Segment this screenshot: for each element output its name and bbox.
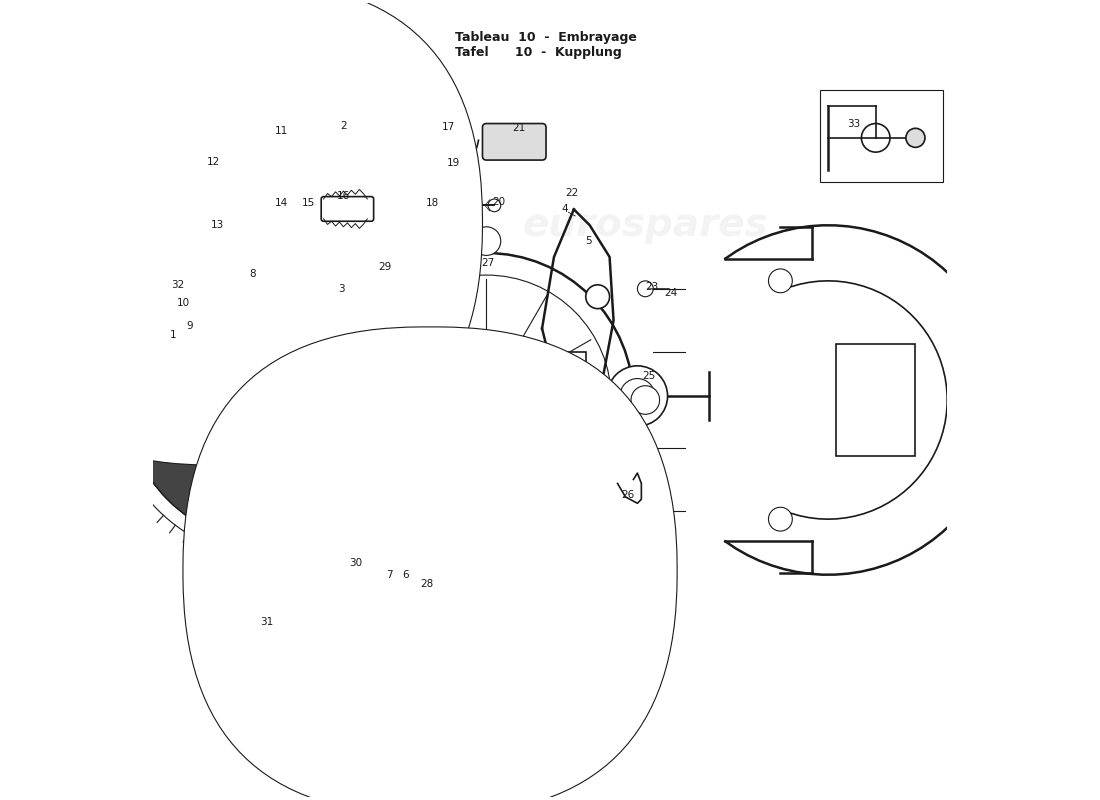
Text: 28: 28 bbox=[420, 579, 433, 590]
Bar bbox=[327, 334, 359, 354]
Bar bbox=[327, 438, 359, 458]
Text: 9: 9 bbox=[187, 321, 194, 331]
Circle shape bbox=[472, 545, 500, 573]
Wedge shape bbox=[349, 400, 625, 547]
Text: 3: 3 bbox=[338, 284, 344, 294]
Text: eurospares: eurospares bbox=[180, 206, 427, 244]
Text: 17: 17 bbox=[442, 122, 455, 132]
Circle shape bbox=[308, 203, 323, 219]
Circle shape bbox=[265, 616, 275, 626]
Circle shape bbox=[123, 239, 429, 545]
Text: eurospares: eurospares bbox=[522, 206, 768, 244]
Circle shape bbox=[472, 227, 500, 255]
Text: 6: 6 bbox=[403, 570, 409, 580]
Text: Table    10  -  Clutch: Table 10 - Clutch bbox=[177, 46, 316, 59]
Text: 7: 7 bbox=[386, 570, 393, 580]
Circle shape bbox=[256, 372, 296, 412]
Circle shape bbox=[351, 352, 439, 440]
FancyBboxPatch shape bbox=[483, 123, 546, 160]
Circle shape bbox=[392, 562, 411, 580]
Text: 4: 4 bbox=[561, 204, 568, 214]
Text: 26: 26 bbox=[621, 490, 635, 500]
Circle shape bbox=[249, 249, 542, 543]
Circle shape bbox=[340, 253, 634, 547]
Text: Tableau  10  -  Embrayage: Tableau 10 - Embrayage bbox=[454, 30, 637, 43]
Circle shape bbox=[631, 386, 660, 414]
FancyBboxPatch shape bbox=[183, 327, 678, 800]
Circle shape bbox=[283, 202, 301, 221]
FancyBboxPatch shape bbox=[321, 197, 374, 222]
Text: 2: 2 bbox=[340, 121, 346, 131]
Circle shape bbox=[586, 285, 609, 309]
Text: 25: 25 bbox=[642, 371, 656, 381]
Circle shape bbox=[906, 128, 925, 147]
Circle shape bbox=[637, 281, 653, 297]
Text: 13: 13 bbox=[211, 220, 224, 230]
Text: 20: 20 bbox=[492, 197, 505, 207]
FancyBboxPatch shape bbox=[184, 328, 209, 339]
Circle shape bbox=[386, 565, 399, 577]
Wedge shape bbox=[133, 392, 302, 545]
Text: 29: 29 bbox=[378, 262, 392, 271]
Bar bbox=[821, 90, 944, 182]
Text: 15: 15 bbox=[301, 198, 315, 208]
Circle shape bbox=[449, 494, 462, 506]
Text: 23: 23 bbox=[645, 282, 658, 292]
Text: 16: 16 bbox=[337, 191, 350, 201]
FancyBboxPatch shape bbox=[0, 0, 483, 465]
Circle shape bbox=[268, 390, 280, 402]
Bar bbox=[431, 334, 463, 354]
Circle shape bbox=[769, 507, 792, 531]
Text: 18: 18 bbox=[426, 198, 439, 208]
Text: 5: 5 bbox=[585, 236, 592, 246]
Circle shape bbox=[295, 296, 495, 496]
Text: 22: 22 bbox=[565, 189, 579, 198]
Circle shape bbox=[503, 368, 565, 432]
Text: 8: 8 bbox=[249, 270, 255, 279]
Text: Tavola  10  -  Frizione: Tavola 10 - Frizione bbox=[177, 30, 326, 43]
Text: 19: 19 bbox=[447, 158, 460, 168]
Circle shape bbox=[449, 286, 462, 298]
Text: 31: 31 bbox=[260, 618, 273, 627]
Circle shape bbox=[769, 269, 792, 293]
Text: 30: 30 bbox=[349, 558, 362, 568]
Circle shape bbox=[607, 366, 668, 426]
Circle shape bbox=[329, 286, 341, 298]
Text: 8: 8 bbox=[174, 181, 180, 190]
Bar bbox=[431, 438, 463, 458]
Circle shape bbox=[509, 390, 522, 402]
Text: 32: 32 bbox=[172, 280, 185, 290]
Text: 14: 14 bbox=[275, 198, 288, 208]
Text: 10: 10 bbox=[176, 298, 189, 308]
Text: 21: 21 bbox=[513, 122, 526, 133]
Circle shape bbox=[348, 551, 363, 567]
Text: Tafel      10  -  Kupplung: Tafel 10 - Kupplung bbox=[454, 46, 621, 59]
Text: 24: 24 bbox=[664, 288, 678, 298]
Text: 11: 11 bbox=[275, 126, 288, 137]
Circle shape bbox=[471, 384, 503, 416]
Circle shape bbox=[314, 386, 342, 414]
Circle shape bbox=[375, 376, 415, 416]
Text: 1: 1 bbox=[169, 330, 176, 340]
Text: 12: 12 bbox=[207, 157, 220, 166]
Text: 33: 33 bbox=[847, 118, 860, 129]
Text: 27: 27 bbox=[482, 258, 495, 268]
Circle shape bbox=[329, 494, 341, 506]
Bar bbox=[474, 352, 585, 448]
FancyBboxPatch shape bbox=[317, 141, 377, 166]
Bar bbox=[836, 344, 915, 456]
